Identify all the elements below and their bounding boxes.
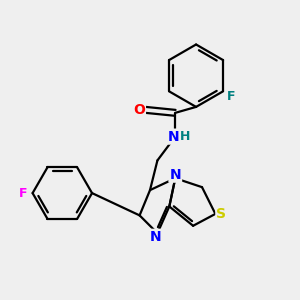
Text: S: S [216,207,226,221]
Text: F: F [19,187,27,200]
Text: O: O [133,103,145,117]
Text: N: N [169,168,181,182]
Text: F: F [227,90,236,103]
Text: H: H [180,130,190,143]
Text: N: N [168,130,180,144]
Text: N: N [150,230,162,244]
